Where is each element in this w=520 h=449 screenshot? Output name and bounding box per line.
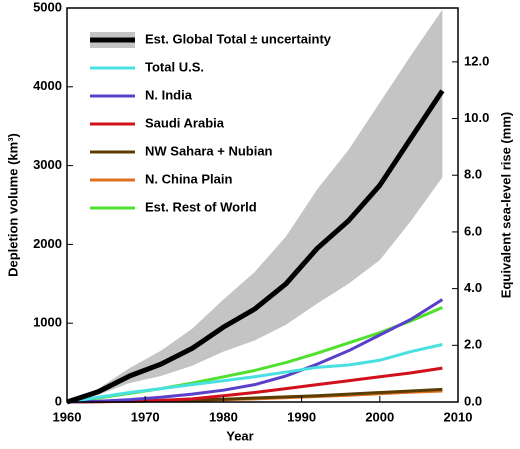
plot-frame (66, 7, 459, 403)
legend-label: N. China Plain (145, 171, 232, 186)
legend-label: Est. Global Total ± uncertainty (145, 31, 332, 46)
y-axis-title: Depletion volume (km³) (5, 133, 20, 277)
y2-axis-title: Equivalent sea-level rise (mm) (498, 112, 513, 298)
y-tick-label: 5000 (33, 0, 62, 14)
x-tick-label: 1960 (53, 409, 82, 424)
x-tick-label: 1970 (131, 409, 160, 424)
series-line (66, 343, 443, 404)
legend-label: Total U.S. (145, 59, 204, 74)
y2-tick-label: 8.0 (464, 167, 482, 182)
y2-tick-label: 6.0 (464, 223, 482, 238)
legend-label: N. India (145, 87, 193, 102)
y2-tick-label: 12.0 (464, 53, 489, 68)
y-tick-label: 4000 (33, 78, 62, 93)
series-line (66, 366, 443, 404)
y-tick-label: 1000 (33, 315, 62, 330)
series-line (66, 298, 444, 404)
y2-tick-label: 4.0 (464, 280, 482, 295)
legend-label: NW Sahara + Nubian (145, 143, 273, 158)
uncertainty-band (67, 9, 443, 403)
y-tick-label: 0 (55, 393, 62, 408)
y2-tick-label: 2.0 (464, 337, 482, 352)
x-tick-label: 2010 (444, 409, 473, 424)
x-tick-label: 2000 (365, 409, 394, 424)
y-tick-label: 3000 (33, 157, 62, 172)
series-line (66, 89, 445, 405)
x-tick-label: 1990 (287, 409, 316, 424)
legend-label: Est. Rest of World (145, 199, 257, 214)
y2-tick-label: 0.0 (464, 393, 482, 408)
legend-label: Saudi Arabia (145, 115, 225, 130)
y2-tick-label: 10.0 (464, 110, 489, 125)
y-tick-label: 2000 (33, 236, 62, 251)
x-axis-title: Year (226, 428, 253, 443)
x-tick-label: 1980 (209, 409, 238, 424)
